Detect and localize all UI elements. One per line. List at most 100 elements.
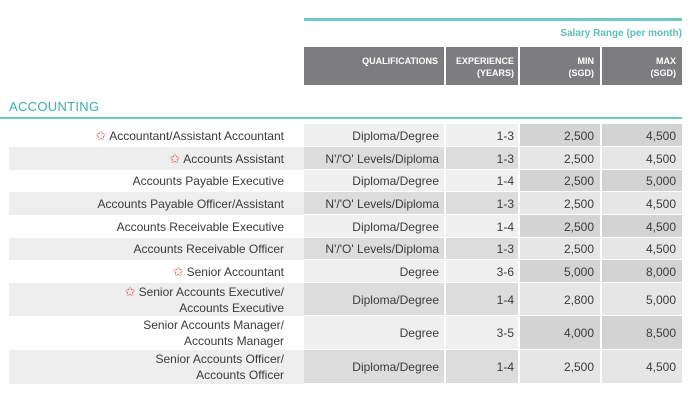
min-salary-cell: 2,800 xyxy=(520,283,600,316)
star-icon: ✩ xyxy=(124,283,136,299)
experience-cell: 1-4 xyxy=(446,170,518,192)
job-title-wrap: ✩ Accounts Assistant xyxy=(169,151,284,167)
max-salary-cell: 5,000 xyxy=(602,283,682,316)
job-title-line1: Accounts Payable Executive xyxy=(132,174,284,188)
max-salary-cell: 4,500 xyxy=(602,147,682,170)
section-divider xyxy=(0,117,682,119)
salary-range-title: Salary Range (per month) xyxy=(560,28,682,39)
job-title-cell: Senior Accounts Officer/Accounts Officer xyxy=(9,350,304,384)
qualification-cell: N'/'O' Levels/Diploma xyxy=(304,238,444,260)
table-row: ✩ Senior Accountant Degree 3-6 5,000 8,000 xyxy=(0,260,693,283)
max-salary-cell: 4,500 xyxy=(602,238,682,260)
table-row: Senior Accounts Manager/Accounts Manager… xyxy=(0,316,693,350)
job-title-wrap: Accounts Payable Officer/Assistant xyxy=(97,196,284,212)
row-separator xyxy=(304,349,682,350)
job-title-text: Accounts Receivable Officer xyxy=(133,241,284,257)
job-title-text: Accountant/Assistant Accountant xyxy=(109,128,284,144)
row-separator xyxy=(304,191,682,192)
job-title-cell: ✩ Senior Accounts Executive/Accounts Exec… xyxy=(9,283,304,316)
min-salary-cell: 2,500 xyxy=(520,238,600,260)
table-row: Accounts Payable Officer/Assistant N'/'O'… xyxy=(0,192,693,215)
experience-cell: 1-3 xyxy=(446,238,518,260)
min-salary-cell: 4,000 xyxy=(520,316,600,350)
qualification-cell: Degree xyxy=(304,260,444,283)
job-title-line1: Senior Accounts Manager/ xyxy=(143,318,284,332)
min-salary-cell: 2,500 xyxy=(520,170,600,192)
star-icon: ✩ xyxy=(95,127,107,143)
job-title-line1: Accounts Receivable Officer xyxy=(133,242,284,256)
qualification-cell: Degree xyxy=(304,316,444,350)
max-salary-cell: 8,500 xyxy=(602,316,682,350)
max-salary-cell: 4,500 xyxy=(602,124,682,147)
table-row: ✩ Accountant/Assistant Accountant Diploma/… xyxy=(0,124,693,147)
row-separator xyxy=(304,315,682,316)
header-min-label: MIN xyxy=(577,56,595,66)
table-row: ✩ Senior Accounts Executive/Accounts Exec… xyxy=(0,283,693,316)
min-salary-cell: 2,500 xyxy=(520,124,600,147)
experience-cell: 1-4 xyxy=(446,215,518,238)
job-title-text: Accounts Payable Executive xyxy=(133,173,284,189)
job-title-cell: Accounts Receivable Officer xyxy=(9,238,304,260)
max-salary-cell: 4,500 xyxy=(602,192,682,215)
header-experience-unit: (YEARS) xyxy=(476,68,514,78)
job-title-line1: Accounts Assistant xyxy=(183,151,284,166)
job-title-text: Accounts Receivable Executive xyxy=(117,219,284,235)
job-title-wrap: Accounts Payable Executive xyxy=(133,173,284,189)
job-title-wrap: ✩ Senior Accounts Executive/Accounts Exec… xyxy=(125,284,284,316)
header-min-unit: (SGD) xyxy=(568,68,595,78)
min-salary-cell: 2,500 xyxy=(520,192,600,215)
job-title-text: Senior Accounts Manager/Accounts Manager xyxy=(143,317,284,349)
job-title-cell: Accounts Payable Executive xyxy=(0,170,290,192)
header-max-label: MAX xyxy=(656,56,676,66)
experience-cell: 3-5 xyxy=(446,316,518,350)
header-qualifications: QUALIFICATIONS xyxy=(304,47,444,85)
experience-cell: 1-3 xyxy=(446,147,518,170)
job-title-line1: Accounts Payable Officer/Assistant xyxy=(97,196,284,211)
max-salary-cell: 4,500 xyxy=(602,215,682,238)
job-title-wrap: Senior Accounts Manager/Accounts Manager xyxy=(143,317,284,349)
star-icon: ✩ xyxy=(169,150,181,166)
experience-cell: 1-3 xyxy=(446,192,518,215)
job-title-cell: ✩ Accountant/Assistant Accountant xyxy=(0,124,290,147)
header-max: MAX (SGD) xyxy=(602,47,682,85)
job-title-line1: Senior Accounts Executive/ xyxy=(138,284,284,299)
job-title-cell: Accounts Payable Officer/Assistant xyxy=(9,192,304,215)
experience-cell: 1-3 xyxy=(446,124,518,147)
job-title-line1: Accounts Receivable Executive xyxy=(116,219,284,234)
header-min: MIN (SGD) xyxy=(520,47,600,85)
table-row: ✩ Accounts Assistant N'/'O' Levels/Diploma… xyxy=(0,147,693,170)
job-title-cell: ✩ Senior Accountant xyxy=(0,260,290,283)
job-title-cell: Senior Accounts Manager/Accounts Manager xyxy=(0,316,290,350)
job-title-line1: Accountant/Assistant Accountant xyxy=(109,128,284,143)
row-separator xyxy=(304,259,682,260)
job-title-text: Accounts Payable Officer/Assistant xyxy=(97,196,284,212)
job-title-wrap: Accounts Receivable Officer xyxy=(133,241,284,257)
job-title-cell: Accounts Receivable Executive xyxy=(0,215,290,238)
job-title-wrap: Accounts Receivable Executive xyxy=(117,219,284,235)
experience-cell: 3-6 xyxy=(446,260,518,283)
min-salary-cell: 5,000 xyxy=(520,260,600,283)
qualification-cell: N'/'O' Levels/Diploma xyxy=(304,147,444,170)
job-title-line2: Accounts Manager xyxy=(183,334,284,348)
row-separator xyxy=(304,146,682,147)
header-max-unit: (SGD) xyxy=(650,68,677,78)
job-title-text: Senior Accounts Executive/Accounts Execu… xyxy=(139,284,284,316)
row-separator xyxy=(304,237,682,238)
row-separator xyxy=(304,383,682,384)
qualification-cell: Diploma/Degree xyxy=(304,350,444,384)
table-row: Accounts Payable Executive Diploma/Degree… xyxy=(0,170,693,192)
qualification-cell: Diploma/Degree xyxy=(304,215,444,238)
min-salary-cell: 2,500 xyxy=(520,215,600,238)
table-row: Senior Accounts Officer/Accounts Officer… xyxy=(0,350,693,384)
row-separator xyxy=(304,169,682,170)
job-title-wrap: Senior Accounts Officer/Accounts Officer xyxy=(155,351,284,383)
max-salary-cell: 5,000 xyxy=(602,170,682,192)
table-row: Accounts Receivable Officer N'/'O' Levels… xyxy=(0,238,693,260)
experience-cell: 1-4 xyxy=(446,350,518,384)
job-title-text: Senior Accounts Officer/Accounts Officer xyxy=(155,351,284,383)
job-title-text: Accounts Assistant xyxy=(183,151,284,167)
experience-cell: 1-4 xyxy=(446,283,518,316)
job-title-line1: Senior Accounts Officer/ xyxy=(155,352,284,366)
max-salary-cell: 8,000 xyxy=(602,260,682,283)
row-separator xyxy=(304,214,682,215)
